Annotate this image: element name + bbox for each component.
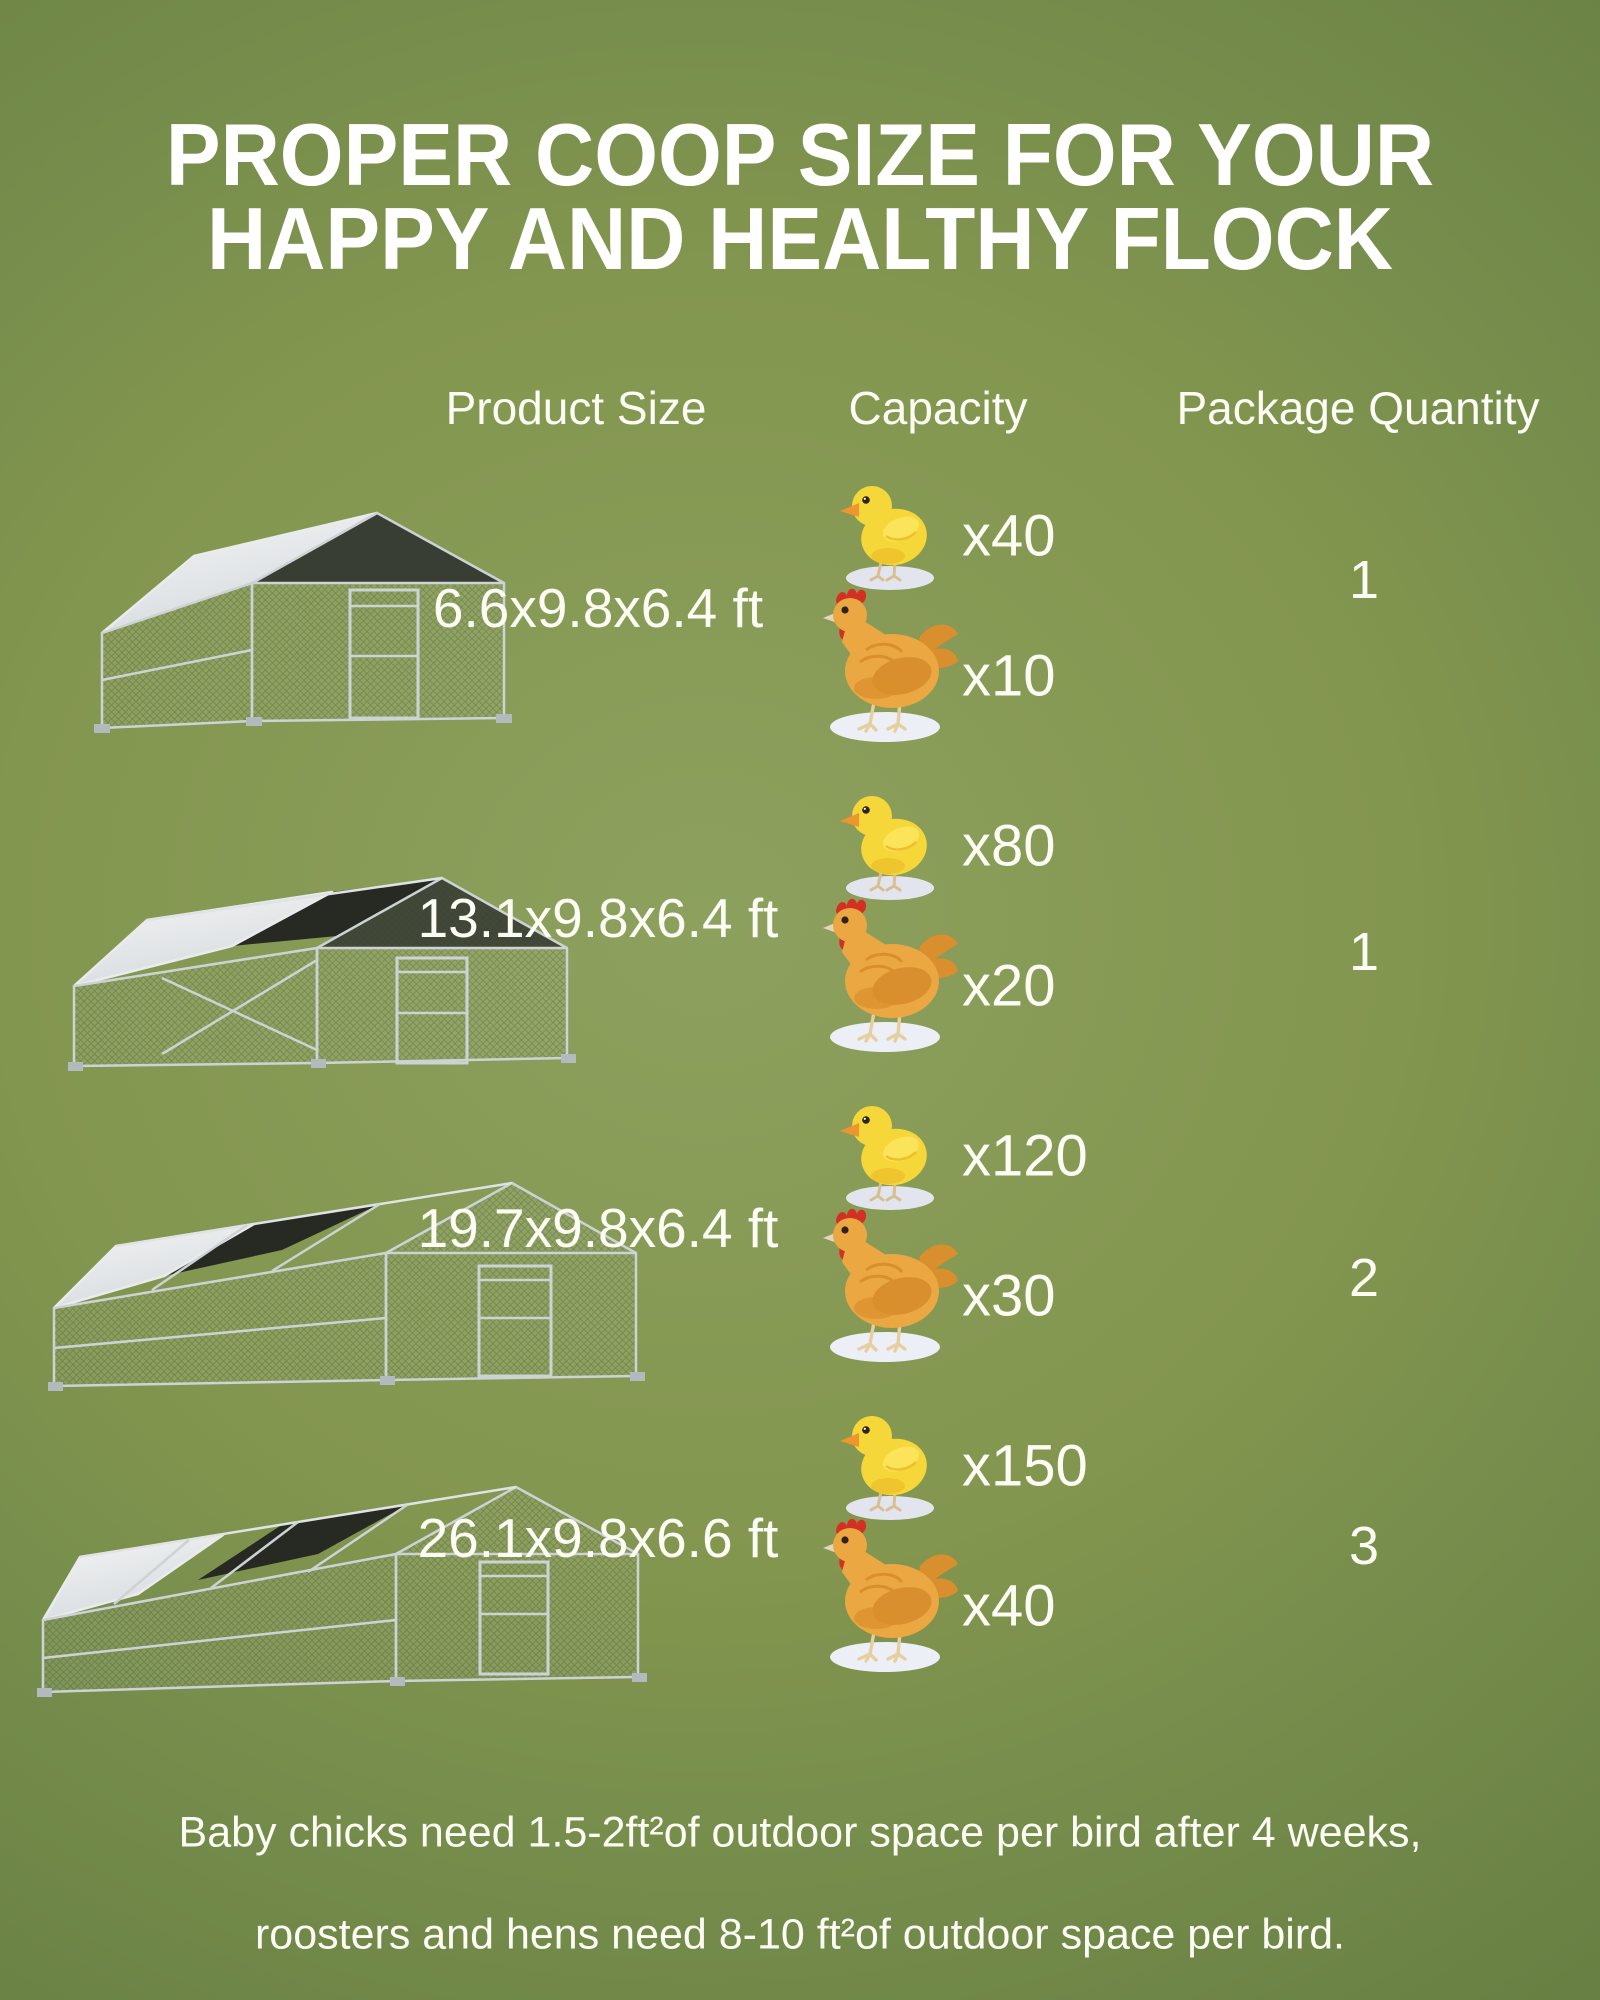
hen-icon <box>810 584 962 746</box>
hen-capacity-value: x20 <box>962 953 1056 1019</box>
chick-capacity-value: x150 <box>962 1433 1088 1499</box>
page-title-line1: PROPER COOP SIZE FOR YOUR <box>165 106 1435 205</box>
hen-icon <box>810 894 962 1056</box>
coop-image-3-sections <box>24 1158 709 1393</box>
page-title-line2: HAPPY AND HEALTHY FLOCK <box>206 190 1394 288</box>
package-quantity-value: 3 <box>1348 1516 1380 1576</box>
hen-capacity-value: x10 <box>962 643 1056 709</box>
chick-capacity-value: x120 <box>962 1123 1088 1189</box>
column-header-package-quantity: Package Quantity <box>1176 382 1540 434</box>
page-title: PROPER COOP SIZE FOR YOUR HAPPY AND HEAL… <box>0 106 1600 284</box>
package-quantity-value: 2 <box>1348 1248 1380 1308</box>
hen-capacity-value: x40 <box>962 1573 1056 1639</box>
chick-icon <box>828 1404 948 1522</box>
hen-icon <box>810 1514 962 1676</box>
hen-capacity-value: x30 <box>962 1263 1056 1329</box>
product-size-value: 13.1x9.8x6.4 ft <box>417 887 779 949</box>
hen-icon <box>810 1204 962 1366</box>
coop-image-2-sections <box>42 858 687 1073</box>
footnote-line1: Baby chicks need 1.5-2ft²of outdoor spac… <box>178 1808 1422 1857</box>
coop-image-1-section <box>52 488 612 748</box>
table-row: 6.6x9.8x6.4 ft x40 x10 1 <box>0 470 1600 780</box>
chick-capacity-value: x40 <box>962 503 1056 569</box>
package-quantity-value: 1 <box>1348 922 1380 982</box>
chick-icon <box>828 474 948 592</box>
coop-image-4-sections <box>18 1462 718 1697</box>
footnote-line2: roosters and hens need 8-10 ft²of outdoo… <box>254 1910 1346 1959</box>
column-header-product-size: Product Size <box>445 382 707 434</box>
product-size-value: 26.1x9.8x6.6 ft <box>417 1507 779 1569</box>
chick-icon <box>828 784 948 902</box>
chick-icon <box>828 1094 948 1212</box>
chick-capacity-value: x80 <box>962 813 1056 879</box>
package-quantity-value: 1 <box>1348 550 1380 610</box>
table-row: 19.7x9.8x6.4 ft x120 x30 2 <box>0 1090 1600 1400</box>
column-header-capacity: Capacity <box>848 382 1028 434</box>
table-row: 26.1x9.8x6.6 ft x150 x40 3 <box>0 1400 1600 1710</box>
product-size-value: 19.7x9.8x6.4 ft <box>417 1197 779 1259</box>
product-size-value: 6.6x9.8x6.4 ft <box>432 577 764 639</box>
table-row: 13.1x9.8x6.4 ft x80 x20 1 <box>0 780 1600 1090</box>
